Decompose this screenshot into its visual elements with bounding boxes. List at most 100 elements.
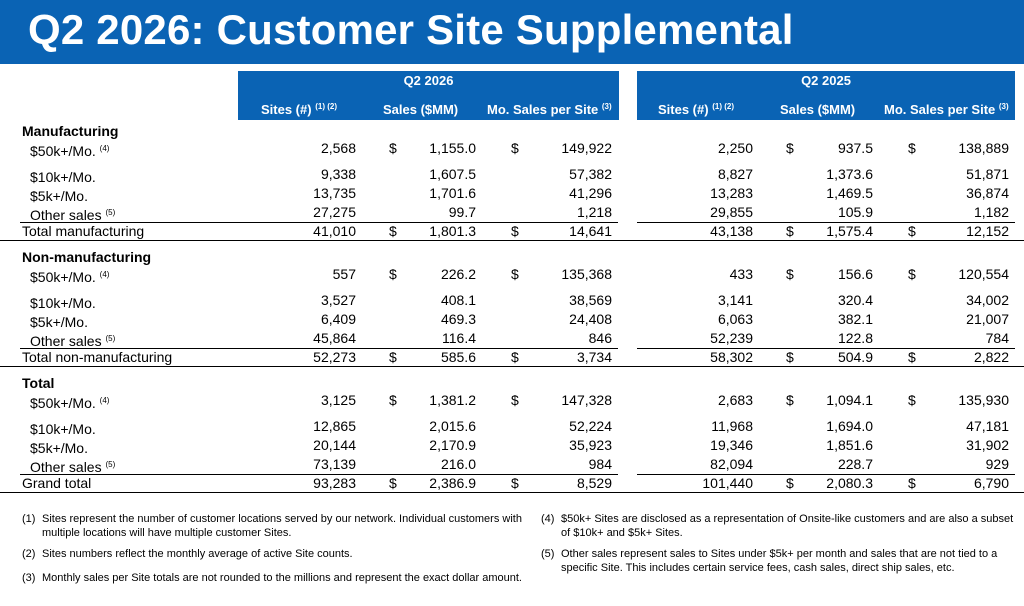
sites-value: 19,346 — [710, 437, 753, 453]
mo-sales-value: 8,529 — [576, 475, 612, 491]
row-label-note: (4) — [99, 270, 110, 279]
sites-value: 52,239 — [710, 330, 753, 346]
sites-value: 41,010 — [313, 223, 356, 239]
column-header-mo-sales: Mo. Sales per Site (3) — [884, 102, 1009, 117]
row-label-note: (4) — [99, 396, 110, 405]
sites-value: 13,735 — [313, 185, 356, 201]
dollar-sign: $ — [786, 392, 794, 408]
sales-value: 1,381.2 — [429, 392, 476, 408]
dollar-sign: $ — [389, 140, 397, 156]
section-heading: Manufacturing — [22, 123, 119, 139]
row-label: $50k+/Mo. (4) — [30, 392, 109, 412]
footnote-1: (1) Sites represent the number of custome… — [22, 513, 522, 539]
sites-value: 557 — [332, 266, 356, 282]
sites-value: 58,302 — [710, 349, 753, 365]
sites-value: 8,827 — [717, 166, 753, 182]
dollar-sign: $ — [908, 223, 916, 239]
column-header-sales: Sales ($MM) — [383, 102, 459, 117]
row-label-text: Other sales — [30, 333, 102, 349]
mo-sales-value: 147,328 — [561, 392, 612, 408]
total-label: Grand total — [22, 475, 92, 491]
row-label: $50k+/Mo. (4) — [30, 266, 109, 286]
row-label-text: $10k+/Mo. — [30, 295, 96, 311]
mo-sales-value: 35,923 — [569, 437, 612, 453]
dollar-sign: $ — [786, 266, 794, 282]
sales-value: 1,694.0 — [826, 418, 873, 434]
mo-sales-value: 14,641 — [569, 223, 612, 239]
sales-value: 937.5 — [837, 140, 873, 156]
mo-sales-value: 24,408 — [569, 311, 612, 327]
mo-sales-value: 1,182 — [973, 204, 1009, 220]
mo-sales-value: 52,224 — [569, 418, 612, 434]
column-header-sales: Sales ($MM) — [780, 102, 856, 117]
mo-sales-value: 138,889 — [958, 140, 1009, 156]
sales-value: 1,575.4 — [826, 223, 873, 239]
sales-value: 320.4 — [837, 292, 873, 308]
mo-sales-value: 57,382 — [569, 166, 612, 182]
dollar-sign: $ — [786, 475, 794, 491]
sales-value: 2,170.9 — [429, 437, 476, 453]
sites-value: 101,440 — [702, 475, 753, 491]
sites-value: 12,865 — [313, 418, 356, 434]
row-label-text: Other sales — [30, 459, 102, 475]
total-rule-left — [20, 222, 618, 240]
sales-value: 1,373.6 — [826, 166, 873, 182]
dollar-sign: $ — [389, 392, 397, 408]
total-rule-right — [637, 348, 1015, 366]
column-header-bar-q2-2026 — [238, 90, 619, 120]
sites-value: 6,409 — [320, 311, 356, 327]
dollar-sign: $ — [786, 140, 794, 156]
sales-value: 2,080.3 — [826, 475, 873, 491]
row-label-text: $10k+/Mo. — [30, 169, 96, 185]
mo-sales-value: 135,930 — [958, 392, 1009, 408]
sales-value: 156.6 — [837, 266, 873, 282]
sales-value: 1,851.6 — [826, 437, 873, 453]
dollar-sign: $ — [908, 140, 916, 156]
row-label-text: $50k+/Mo. — [30, 143, 96, 159]
total-row: Total non-manufacturing 52,273 585.6 3,734 $… — [0, 348, 1024, 367]
sales-value: 504.9 — [837, 349, 873, 365]
mo-sales-value: 51,871 — [966, 166, 1009, 182]
row-label-note: (5) — [105, 460, 116, 469]
row-label-text: Other sales — [30, 207, 102, 223]
footnote-2: (2) Sites numbers reflect the monthly ave… — [22, 548, 353, 560]
row-label-note: (4) — [99, 144, 110, 153]
total-rule-left — [20, 348, 618, 366]
row-label-text: $10k+/Mo. — [30, 421, 96, 437]
table-row: $5k+/Mo. 20,144 2,170.9 35,923 19,346 1,851.… — [0, 437, 1024, 456]
mo-sales-value: 929 — [985, 456, 1009, 472]
mo-sales-value: 135,368 — [561, 266, 612, 282]
sites-value: 3,125 — [320, 392, 356, 408]
title-bar: Q2 2026: Customer Site Supplemental — [0, 0, 1024, 64]
mo-sales-value: 984 — [588, 456, 612, 472]
dollar-sign: $ — [511, 475, 519, 491]
table-row: $10k+/Mo. 12,865 2,015.6 52,224 11,968 1,694… — [0, 418, 1024, 437]
mo-sales-value: 1,218 — [576, 204, 612, 220]
sales-value: 1,094.1 — [826, 392, 873, 408]
row-label-text: $5k+/Mo. — [30, 188, 88, 204]
mo-sales-value: 36,874 — [966, 185, 1009, 201]
mo-sales-value: 12,152 — [966, 223, 1009, 239]
page-title: Q2 2026: Customer Site Supplemental — [28, 6, 794, 53]
section-heading: Non-manufacturing — [22, 249, 152, 265]
section-heading: Total — [22, 375, 55, 391]
sites-value: 73,139 — [313, 456, 356, 472]
total-rule-right — [637, 222, 1015, 240]
row-label: Other sales (5) — [30, 456, 115, 476]
row-label: $10k+/Mo. — [30, 292, 96, 312]
total-label: Total non-manufacturing — [22, 349, 173, 365]
sales-value: 122.8 — [837, 330, 873, 346]
sales-value: 585.6 — [440, 349, 476, 365]
row-label: Other sales (5) — [30, 330, 115, 350]
table-row: $50k+/Mo. (4) 557 226.2 135,368 $ $433 156.6 12… — [0, 266, 1024, 286]
sales-value: 382.1 — [837, 311, 873, 327]
dollar-sign: $ — [511, 223, 519, 239]
mo-sales-value: 47,181 — [966, 418, 1009, 434]
mo-sales-value: 3,734 — [576, 349, 612, 365]
mo-sales-value: 6,790 — [973, 475, 1009, 491]
sales-value: 116.4 — [442, 330, 476, 346]
total-row: Grand total 93,283 2,386.9 8,529 $ $101,440 2,… — [0, 474, 1024, 493]
row-label: $5k+/Mo. — [30, 311, 88, 331]
row-label-text: $5k+/Mo. — [30, 440, 88, 456]
sites-value: 6,063 — [717, 311, 753, 327]
